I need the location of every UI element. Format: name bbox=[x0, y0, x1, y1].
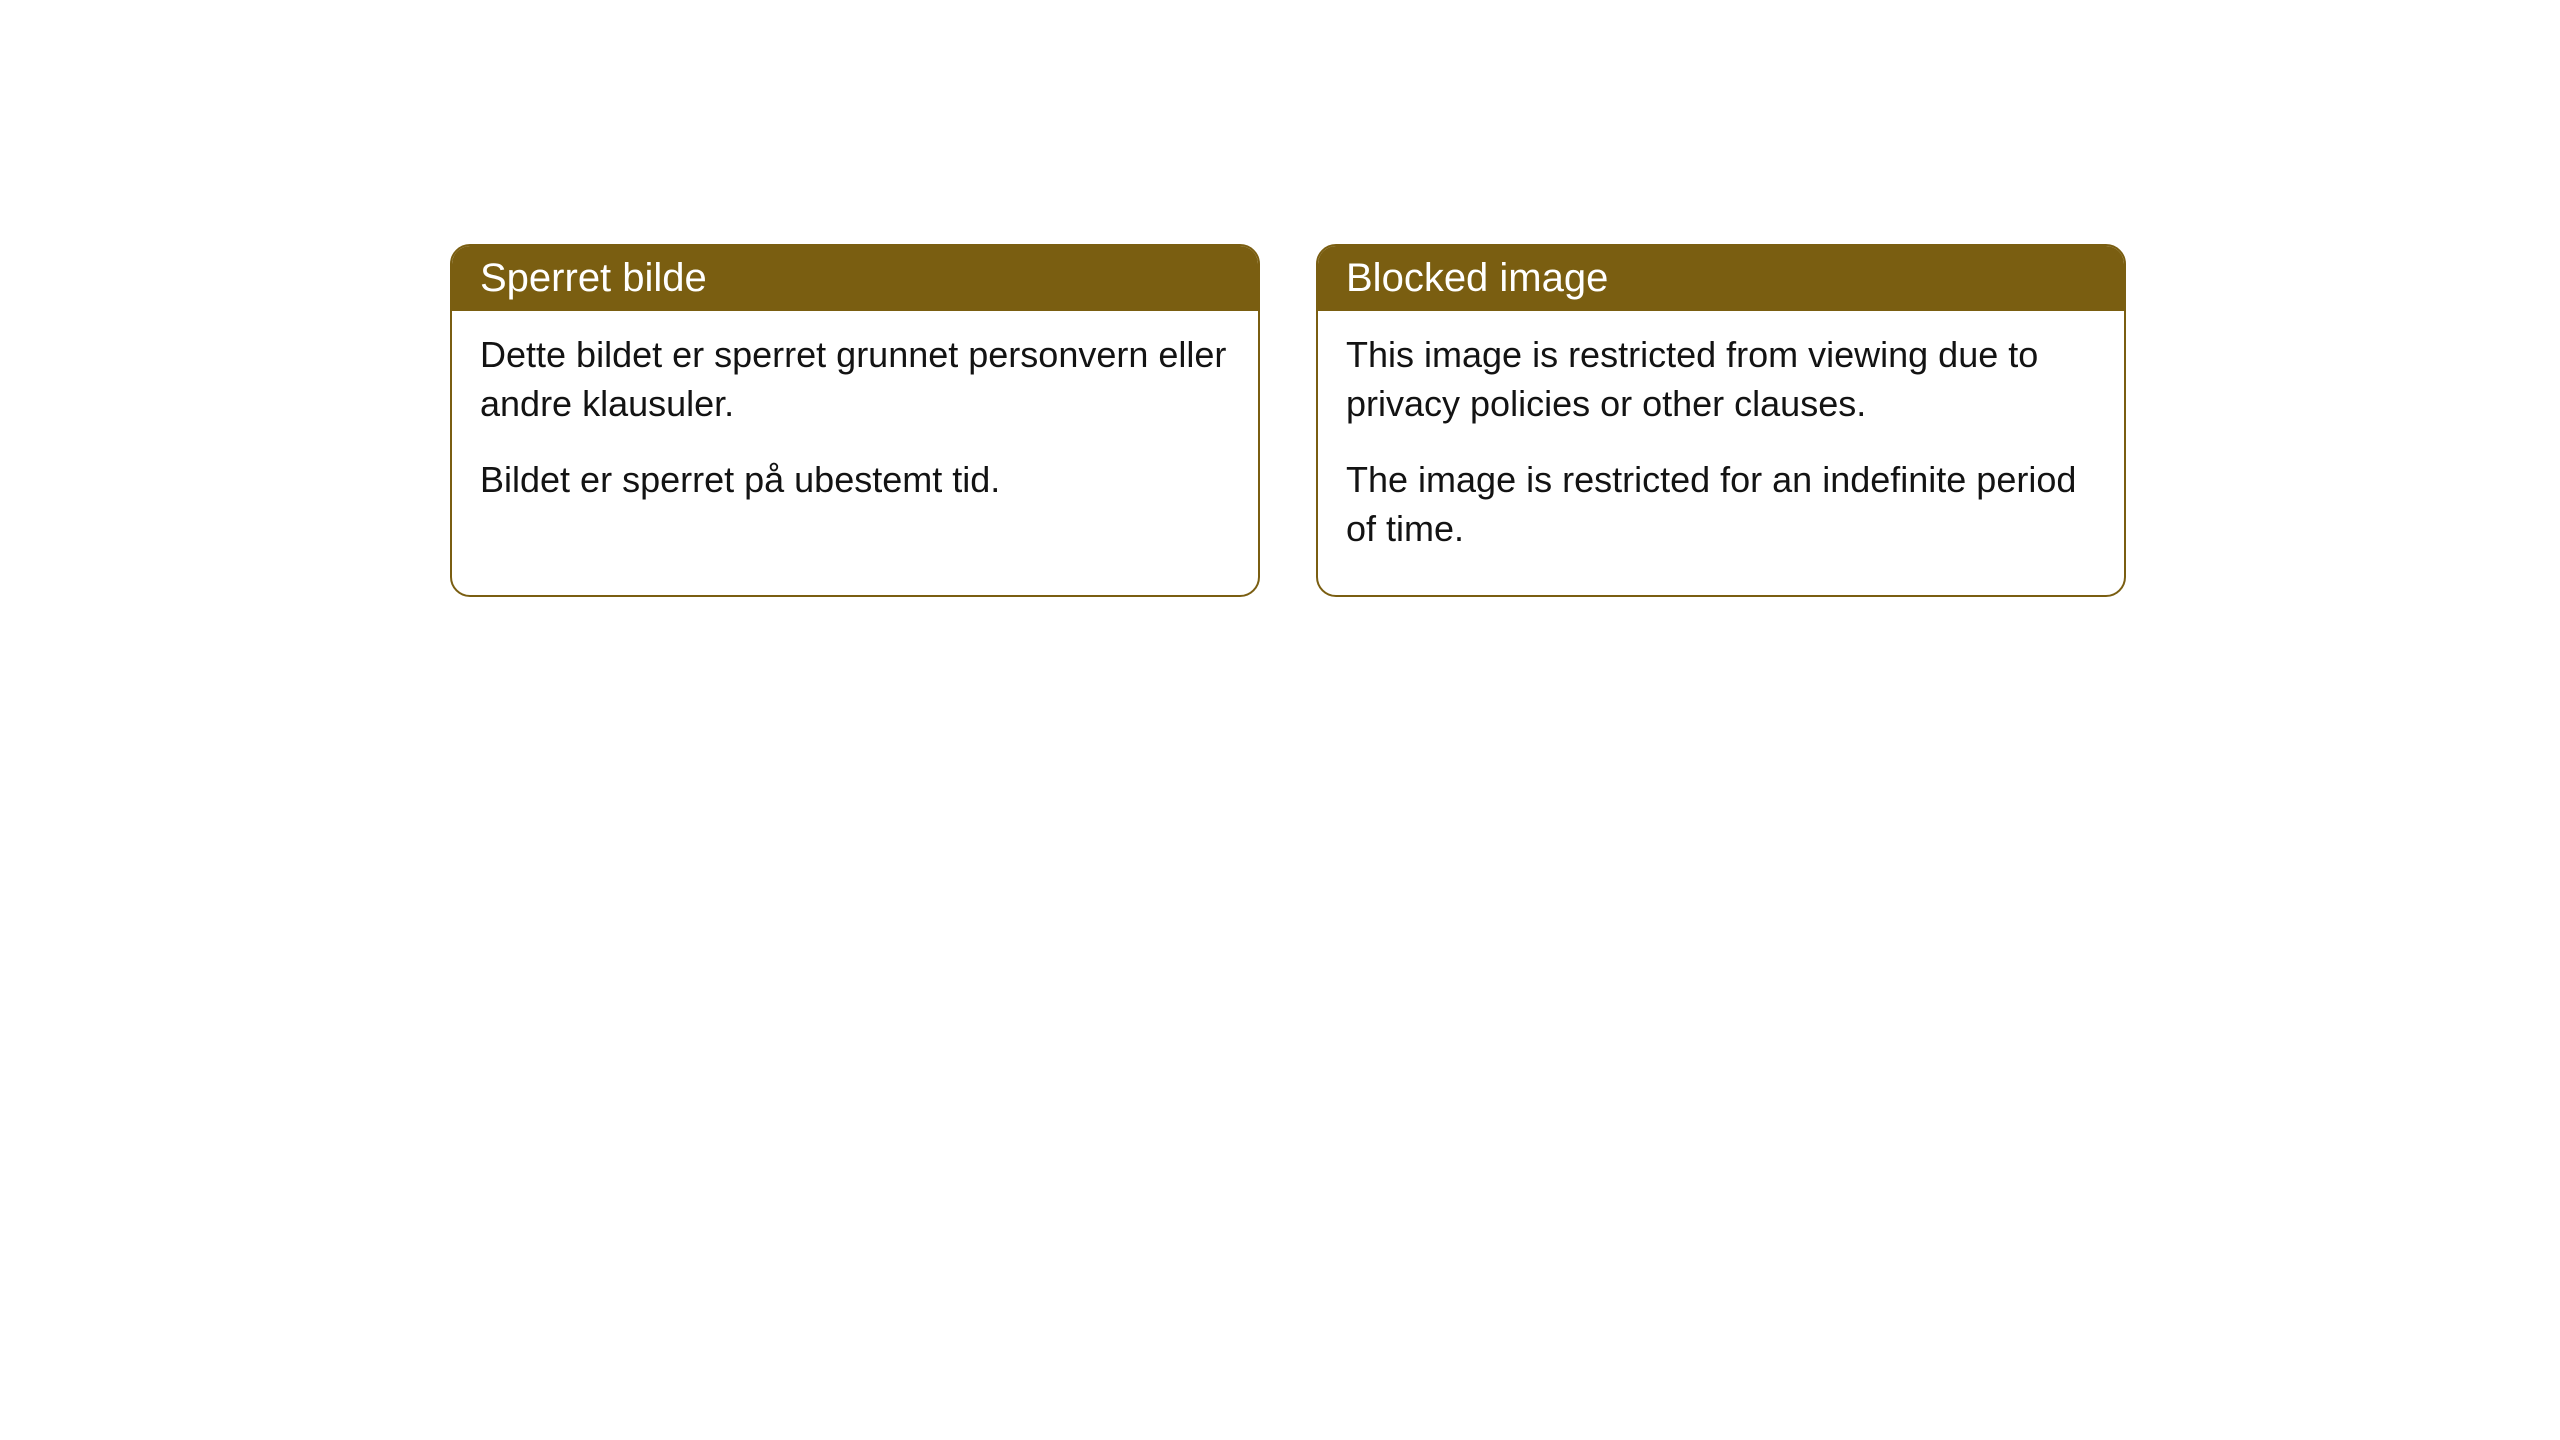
card-paragraph: Bildet er sperret på ubestemt tid. bbox=[480, 456, 1230, 505]
notice-cards-container: Sperret bilde Dette bildet er sperret gr… bbox=[450, 244, 2126, 597]
card-paragraph: This image is restricted from viewing du… bbox=[1346, 331, 2096, 428]
card-paragraph: The image is restricted for an indefinit… bbox=[1346, 456, 2096, 553]
notice-card-english: Blocked image This image is restricted f… bbox=[1316, 244, 2126, 597]
notice-card-norwegian: Sperret bilde Dette bildet er sperret gr… bbox=[450, 244, 1260, 597]
card-title: Blocked image bbox=[1346, 256, 1608, 300]
card-title: Sperret bilde bbox=[480, 256, 707, 300]
card-paragraph: Dette bildet er sperret grunnet personve… bbox=[480, 331, 1230, 428]
card-header-norwegian: Sperret bilde bbox=[452, 246, 1258, 311]
card-body-english: This image is restricted from viewing du… bbox=[1318, 311, 2124, 595]
card-body-norwegian: Dette bildet er sperret grunnet personve… bbox=[452, 311, 1258, 547]
card-header-english: Blocked image bbox=[1318, 246, 2124, 311]
